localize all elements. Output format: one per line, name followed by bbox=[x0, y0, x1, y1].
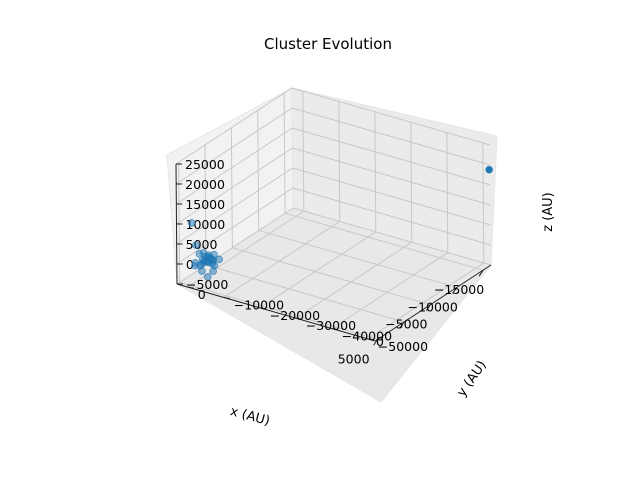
data-point-20 bbox=[208, 259, 217, 268]
x-grid-floor-1 bbox=[258, 229, 457, 288]
x-tick-2 bbox=[425, 304, 431, 312]
y-grid-floor-4 bbox=[223, 221, 341, 298]
data-point-24 bbox=[215, 255, 223, 264]
y-grid-floor-1 bbox=[331, 252, 449, 329]
chart-title: Cluster Evolution bbox=[264, 35, 392, 53]
data-point-26 bbox=[187, 219, 196, 227]
z-tick-label-2: 5000 bbox=[186, 237, 218, 252]
y-tick-1 bbox=[331, 328, 338, 331]
z-grid-right-5 bbox=[175, 107, 293, 185]
z-grid-right-4 bbox=[176, 127, 293, 205]
y-tick-label-0: −50000 bbox=[378, 339, 428, 354]
x-tick-4 bbox=[373, 338, 379, 346]
z-grid-right-6 bbox=[175, 87, 293, 165]
z-tick-label-5: 20000 bbox=[185, 177, 225, 192]
y-tick-label-4: −10000 bbox=[234, 297, 284, 312]
z-tick-label-3: 10000 bbox=[186, 217, 226, 232]
x-axis-line bbox=[374, 264, 492, 342]
y-grid-floor-0 bbox=[367, 262, 485, 340]
tick-labels: −15000−10000−500005000−50000−40000−30000… bbox=[185, 157, 484, 366]
x-tick-label-2: −5000 bbox=[385, 317, 427, 332]
x-grid-floor-2 bbox=[232, 247, 431, 306]
data-points bbox=[187, 165, 493, 281]
x-tick-1 bbox=[452, 287, 458, 294]
z-grid-left-5 bbox=[292, 107, 491, 166]
y-tick-5 bbox=[187, 286, 194, 289]
x-tick-label-4: 5000 bbox=[338, 351, 370, 366]
y-axis-line bbox=[176, 283, 376, 342]
x-grid-floor-3 bbox=[205, 264, 405, 323]
z-grid-right-2 bbox=[176, 167, 293, 245]
y-grid-floor-3 bbox=[259, 231, 377, 309]
y-tick-label-5: 0 bbox=[198, 287, 206, 302]
z-tick-label-4: 15000 bbox=[185, 197, 225, 212]
grid-lines bbox=[175, 87, 492, 340]
z-grid-left-1 bbox=[292, 187, 491, 246]
data-point-27 bbox=[192, 241, 200, 249]
axes bbox=[175, 163, 492, 346]
x-tick-3 bbox=[399, 321, 405, 329]
y-tick-label-1: −40000 bbox=[342, 329, 392, 344]
data-point-29 bbox=[203, 273, 212, 281]
y-tick-label-3: −20000 bbox=[270, 308, 320, 323]
data-point-22 bbox=[198, 267, 206, 275]
x-tick-label-1: −10000 bbox=[408, 299, 458, 314]
x-tick-label-0: −15000 bbox=[434, 282, 484, 297]
y-tick-3 bbox=[259, 307, 266, 310]
z-grid-left-0 bbox=[292, 207, 492, 266]
x-tick-0 bbox=[478, 269, 484, 277]
y-axis-label: y (AU) bbox=[454, 358, 489, 400]
data-point-25 bbox=[195, 250, 204, 258]
z-axis-label: z (AU) bbox=[541, 192, 556, 232]
y-tick-0 bbox=[367, 338, 374, 341]
data-point-0 bbox=[485, 165, 493, 174]
z-tick-label-1: 0 bbox=[186, 257, 194, 272]
x-tick-label-3: 0 bbox=[376, 334, 384, 349]
y-tick-label-2: −30000 bbox=[306, 318, 356, 333]
z-grid-right-1 bbox=[176, 187, 294, 265]
z-grid-right-3 bbox=[176, 147, 293, 225]
z-tick-label-0: −5000 bbox=[186, 277, 228, 292]
y-tick-2 bbox=[295, 317, 302, 320]
x-grid-floor-4 bbox=[179, 281, 378, 340]
y-tick-4 bbox=[223, 296, 230, 299]
data-point-21 bbox=[209, 267, 217, 276]
data-point-28 bbox=[191, 259, 200, 267]
z-grid-left-4 bbox=[292, 127, 491, 186]
y-grid-floor-2 bbox=[295, 241, 413, 319]
z-grid-left-6 bbox=[291, 87, 491, 146]
x-axis-label: x (AU) bbox=[228, 404, 271, 429]
z-grid-left-2 bbox=[292, 167, 491, 226]
z-tick-label-6: 25000 bbox=[185, 157, 225, 172]
z-grid-left-3 bbox=[292, 147, 491, 206]
x-grid-floor-0 bbox=[284, 212, 484, 271]
z-grid-right-0 bbox=[176, 207, 294, 285]
data-point-15 bbox=[210, 250, 218, 259]
